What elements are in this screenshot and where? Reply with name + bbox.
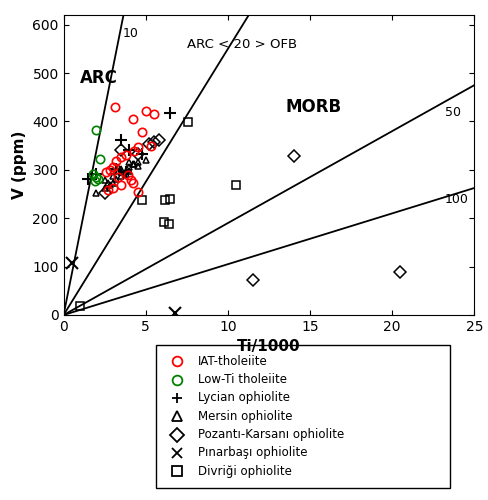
Text: Pınarbaşı ophiolite: Pınarbaşı ophiolite	[197, 446, 306, 460]
Text: IAT-tholeiite: IAT-tholeiite	[197, 355, 267, 368]
Text: ARC: ARC	[80, 69, 118, 87]
Text: 100: 100	[444, 193, 468, 206]
Text: Lycian ophiolite: Lycian ophiolite	[197, 392, 289, 404]
Text: 50: 50	[444, 106, 460, 119]
Text: Pozantı-Karsanı ophiolite: Pozantı-Karsanı ophiolite	[197, 428, 343, 441]
Text: Divriği ophiolite: Divriği ophiolite	[197, 464, 291, 477]
Text: 10: 10	[122, 26, 138, 40]
Text: Mersin ophiolite: Mersin ophiolite	[197, 410, 291, 423]
Y-axis label: V (ppm): V (ppm)	[12, 131, 27, 199]
X-axis label: Ti/1000: Ti/1000	[237, 340, 300, 354]
Text: Low-Ti tholeiite: Low-Ti tholeiite	[197, 373, 286, 386]
Text: ARC < 20 > OFB: ARC < 20 > OFB	[186, 38, 296, 51]
Text: MORB: MORB	[285, 98, 341, 116]
